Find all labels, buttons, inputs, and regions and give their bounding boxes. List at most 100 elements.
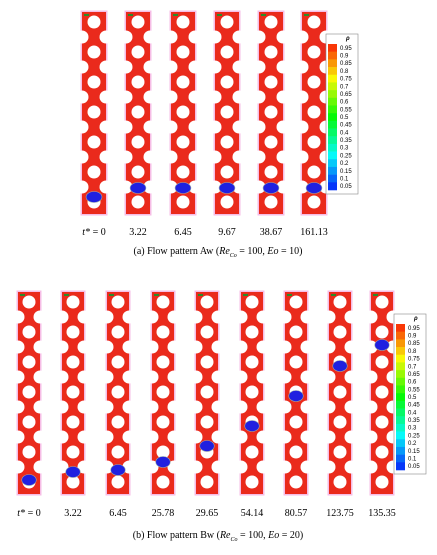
colorbar-swatch: [328, 136, 337, 145]
bubble: [262, 182, 280, 194]
colorbar-swatch: [396, 393, 405, 402]
obstacle: [87, 45, 101, 59]
obstacle: [208, 90, 222, 104]
colorbar-swatch: [328, 120, 337, 129]
obstacle: [344, 430, 358, 444]
obstacle: [252, 60, 266, 74]
obstacle: [307, 105, 321, 119]
channel: [100, 290, 136, 496]
obstacle: [264, 15, 278, 29]
top-marker: [84, 14, 89, 16]
obstacle: [256, 370, 270, 384]
colorbar-tick-label: 0.55: [340, 107, 352, 113]
obstacle: [100, 430, 114, 444]
colorbar-swatch: [396, 331, 405, 340]
obstacle: [245, 385, 259, 399]
bubble: [332, 360, 348, 372]
obstacle: [232, 150, 246, 164]
obstacle: [143, 30, 157, 44]
obstacle: [156, 355, 170, 369]
channel: [11, 290, 47, 496]
caption-part: (a) Flow pattern Aw (: [133, 246, 219, 257]
obstacle: [33, 430, 47, 444]
colorbar-tick-label: 0.95: [340, 46, 352, 52]
time-value: 135.35: [368, 508, 396, 519]
time-value: 25.78: [152, 508, 175, 519]
obstacle: [119, 90, 133, 104]
obstacle: [77, 430, 91, 444]
obstacle: [145, 310, 159, 324]
caption-part: Re: [218, 246, 230, 257]
caption: (b) Flow pattern Bw (ReCo = 100, Eo = 20…: [133, 530, 304, 543]
colorbar-swatch: [396, 408, 405, 417]
obstacle: [131, 105, 145, 119]
colorbar-swatch: [396, 354, 405, 363]
obstacle: [256, 430, 270, 444]
obstacle: [220, 195, 234, 209]
colorbar-swatch: [328, 113, 337, 122]
obstacle: [200, 295, 214, 309]
obstacle: [232, 180, 246, 194]
top-marker: [243, 294, 248, 296]
obstacle: [289, 475, 303, 489]
obstacle: [333, 295, 347, 309]
obstacle: [234, 400, 248, 414]
caption-part: Co: [230, 253, 237, 259]
obstacle: [322, 340, 336, 354]
obstacle: [55, 310, 69, 324]
colorbar-swatch: [328, 97, 337, 106]
obstacle: [55, 370, 69, 384]
bubble: [244, 420, 260, 432]
obstacle: [145, 370, 159, 384]
obstacle: [176, 75, 190, 89]
colorbar-tick-label: 0.85: [408, 341, 420, 347]
top-marker: [373, 294, 378, 296]
obstacle: [176, 45, 190, 59]
obstacle: [189, 340, 203, 354]
obstacle: [300, 430, 314, 444]
obstacle: [164, 180, 178, 194]
obstacle: [164, 120, 178, 134]
colorbar-tick-label: 0.45: [408, 403, 420, 409]
colorbar-tick-label: 0.4: [408, 410, 417, 416]
obstacle: [176, 135, 190, 149]
channel: [234, 290, 270, 496]
time-label: 123.75: [326, 508, 354, 519]
time-label: t* = 0: [82, 227, 105, 238]
time-symbol: t*: [82, 227, 90, 238]
obstacle: [344, 370, 358, 384]
obstacle: [208, 60, 222, 74]
colorbar-tick-label: 0.05: [408, 464, 420, 470]
colorbar-tick-label: 0.15: [340, 169, 352, 175]
obstacle: [295, 30, 309, 44]
bubble: [374, 339, 390, 351]
channel: [208, 10, 246, 216]
obstacle: [256, 400, 270, 414]
obstacle: [234, 370, 248, 384]
caption-part: = 10): [279, 246, 303, 257]
colorbar-tick-label: 0.15: [408, 449, 420, 455]
colorbar-tick-label: 0.45: [340, 123, 352, 129]
obstacle: [211, 340, 225, 354]
colorbar-swatch: [328, 74, 337, 83]
colorbar-tick-label: 0.05: [340, 184, 352, 190]
obstacle: [364, 340, 378, 354]
colorbar-swatch: [328, 182, 337, 191]
time-value: 123.75: [326, 508, 354, 519]
channel: [322, 290, 358, 496]
obstacle: [99, 180, 113, 194]
obstacle: [119, 180, 133, 194]
obstacle: [307, 75, 321, 89]
obstacle: [307, 135, 321, 149]
colorbar-tick-label: 0.75: [408, 357, 420, 363]
obstacle: [99, 90, 113, 104]
obstacle: [278, 400, 292, 414]
obstacle: [122, 430, 136, 444]
obstacle: [75, 150, 89, 164]
obstacle: [176, 165, 190, 179]
colorbar-swatch: [328, 90, 337, 99]
colorbar-tick-label: 0.2: [340, 161, 349, 167]
obstacle: [77, 310, 91, 324]
colorbar-tick-label: 0.7: [340, 84, 349, 90]
